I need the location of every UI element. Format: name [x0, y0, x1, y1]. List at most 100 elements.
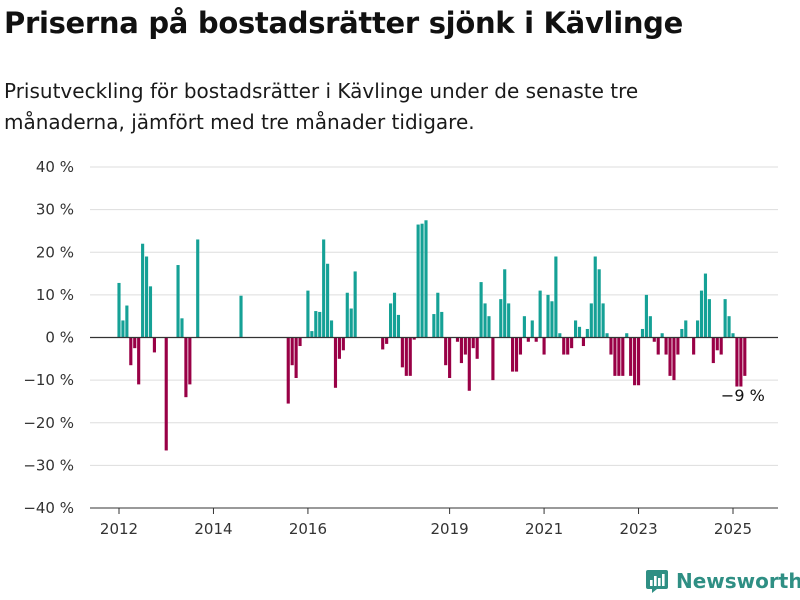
bar [176, 265, 180, 338]
newsworthy-logo: Newsworthy [645, 568, 800, 594]
bar [479, 282, 483, 338]
bar [298, 337, 302, 347]
bar [680, 328, 684, 338]
bar [133, 337, 137, 349]
bar [444, 337, 448, 366]
bar [290, 337, 294, 366]
bar [306, 290, 310, 338]
x-tick-label: 2019 [431, 520, 469, 538]
bar [144, 256, 149, 338]
bar [503, 269, 507, 338]
bar [723, 299, 727, 338]
bar [621, 337, 625, 376]
bar [184, 337, 188, 398]
bar [605, 333, 609, 338]
bar [389, 303, 393, 338]
bar [534, 337, 538, 342]
y-tick-label: −10 % [23, 371, 74, 389]
bar [329, 320, 334, 338]
bar [577, 326, 582, 338]
bar [711, 337, 715, 364]
bar [546, 294, 550, 338]
y-tick-label: 20 % [36, 243, 74, 261]
bar [664, 337, 668, 355]
bar [542, 337, 546, 355]
bar [294, 337, 298, 378]
bar [554, 256, 558, 338]
bar [727, 316, 731, 338]
bar [404, 337, 408, 376]
bar [286, 337, 290, 404]
bar [707, 299, 711, 338]
bar [424, 220, 428, 338]
bar [613, 337, 617, 376]
bar [526, 337, 530, 342]
bar [483, 303, 487, 338]
bar [467, 337, 471, 391]
bar [392, 292, 397, 338]
bar [550, 301, 554, 338]
bar [652, 337, 656, 342]
bar [636, 337, 641, 386]
bar [566, 337, 570, 355]
bar [412, 337, 416, 340]
bar [463, 337, 467, 355]
bar [581, 337, 586, 347]
bar [507, 303, 511, 338]
bar [570, 337, 574, 349]
bar [337, 337, 341, 359]
bar [573, 320, 578, 338]
bar [129, 337, 133, 366]
bar [672, 337, 676, 381]
bar [440, 311, 444, 338]
bar [381, 337, 385, 350]
bar [684, 320, 688, 338]
bar [164, 337, 168, 451]
y-tick-label: 40 % [36, 158, 74, 176]
bar [416, 224, 420, 338]
bar [699, 290, 704, 338]
bar [696, 320, 700, 338]
bar [141, 243, 145, 338]
bar [585, 328, 589, 338]
bar [668, 337, 672, 376]
x-tick-label: 2014 [194, 520, 232, 538]
bar [420, 223, 424, 338]
bar [322, 239, 326, 338]
chart-title: Priserna på bostadsrätter sjönk i Kävlin… [4, 6, 684, 40]
bar [629, 337, 633, 376]
brand-name: Newsworthy [676, 569, 800, 593]
y-tick-label: −20 % [23, 414, 74, 432]
bar [455, 337, 460, 342]
bar [385, 337, 389, 344]
bar [719, 337, 723, 355]
bar [188, 337, 192, 385]
bar [597, 269, 601, 338]
bar [432, 314, 436, 338]
bar [514, 337, 519, 372]
bar [326, 263, 330, 338]
bar [341, 337, 345, 351]
bar [617, 337, 621, 376]
bar [487, 316, 491, 338]
y-tick-label: −30 % [23, 456, 74, 474]
y-tick-label: 10 % [36, 286, 74, 304]
bar [640, 328, 645, 338]
bar [345, 292, 349, 338]
bar [743, 337, 747, 376]
x-tick-label: 2021 [525, 520, 563, 538]
bar [562, 337, 566, 355]
bar [137, 337, 141, 385]
y-tick-label: −40 % [23, 499, 74, 517]
x-tick-label: 2012 [100, 520, 138, 538]
bar [739, 337, 743, 387]
bar [731, 333, 735, 338]
bar [656, 337, 660, 355]
bar [121, 320, 125, 338]
bar [491, 337, 495, 381]
bar [318, 311, 322, 338]
bar [589, 303, 593, 338]
x-tick-label: 2023 [619, 520, 657, 538]
bar [239, 295, 243, 338]
bar [601, 303, 605, 338]
